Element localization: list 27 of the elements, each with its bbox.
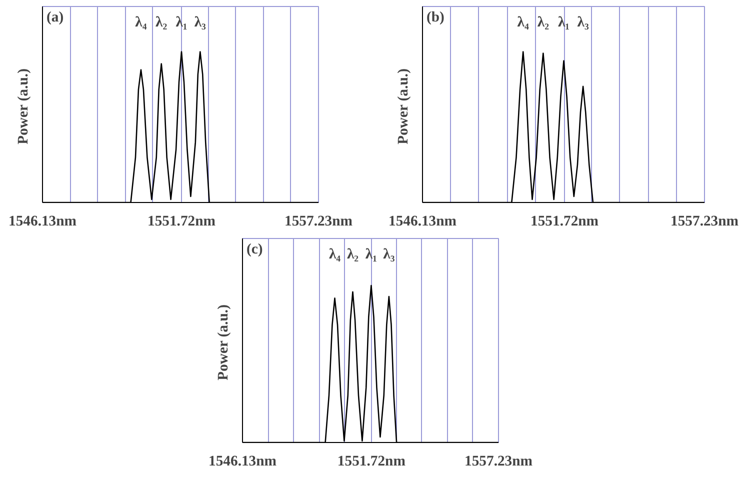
text: λ₁: [558, 14, 570, 30]
chart-title: (b): [426, 10, 445, 26]
chart-title: (a): [46, 10, 64, 26]
text: λ₄: [135, 14, 148, 30]
text: λ₂: [156, 14, 168, 30]
x-tick-label: 1557.23nm: [464, 454, 533, 470]
x-tick-label: 1551.72nm: [148, 214, 216, 230]
x-tick-label: 1546.13nm: [208, 454, 277, 470]
x-tick-label: 1557.23nm: [284, 214, 353, 230]
text: λ₄: [328, 246, 342, 262]
x-tick-label: 1546.13nm: [388, 214, 457, 230]
text: λ₃: [383, 246, 396, 262]
text: λ₃: [577, 14, 590, 30]
chart-title: (c): [246, 242, 263, 258]
x-tick-label: 1546.13nm: [8, 214, 77, 230]
x-tick-label: 1551.72nm: [530, 214, 599, 230]
x-tick-label: 1557.23nm: [670, 214, 739, 230]
text: λ₄: [517, 14, 530, 30]
y-axis-title: Power (a.u.): [396, 68, 412, 144]
text: λ₂: [537, 14, 550, 30]
text: λ₂: [346, 246, 360, 262]
x-tick-label: 1551.72nm: [337, 454, 406, 470]
text: λ₃: [194, 14, 207, 30]
y-axis-title: Power (a.u.): [216, 304, 232, 380]
text: λ₁: [176, 14, 188, 30]
y-axis-title: Power (a.u.): [16, 68, 32, 144]
text: λ₁: [365, 246, 377, 262]
